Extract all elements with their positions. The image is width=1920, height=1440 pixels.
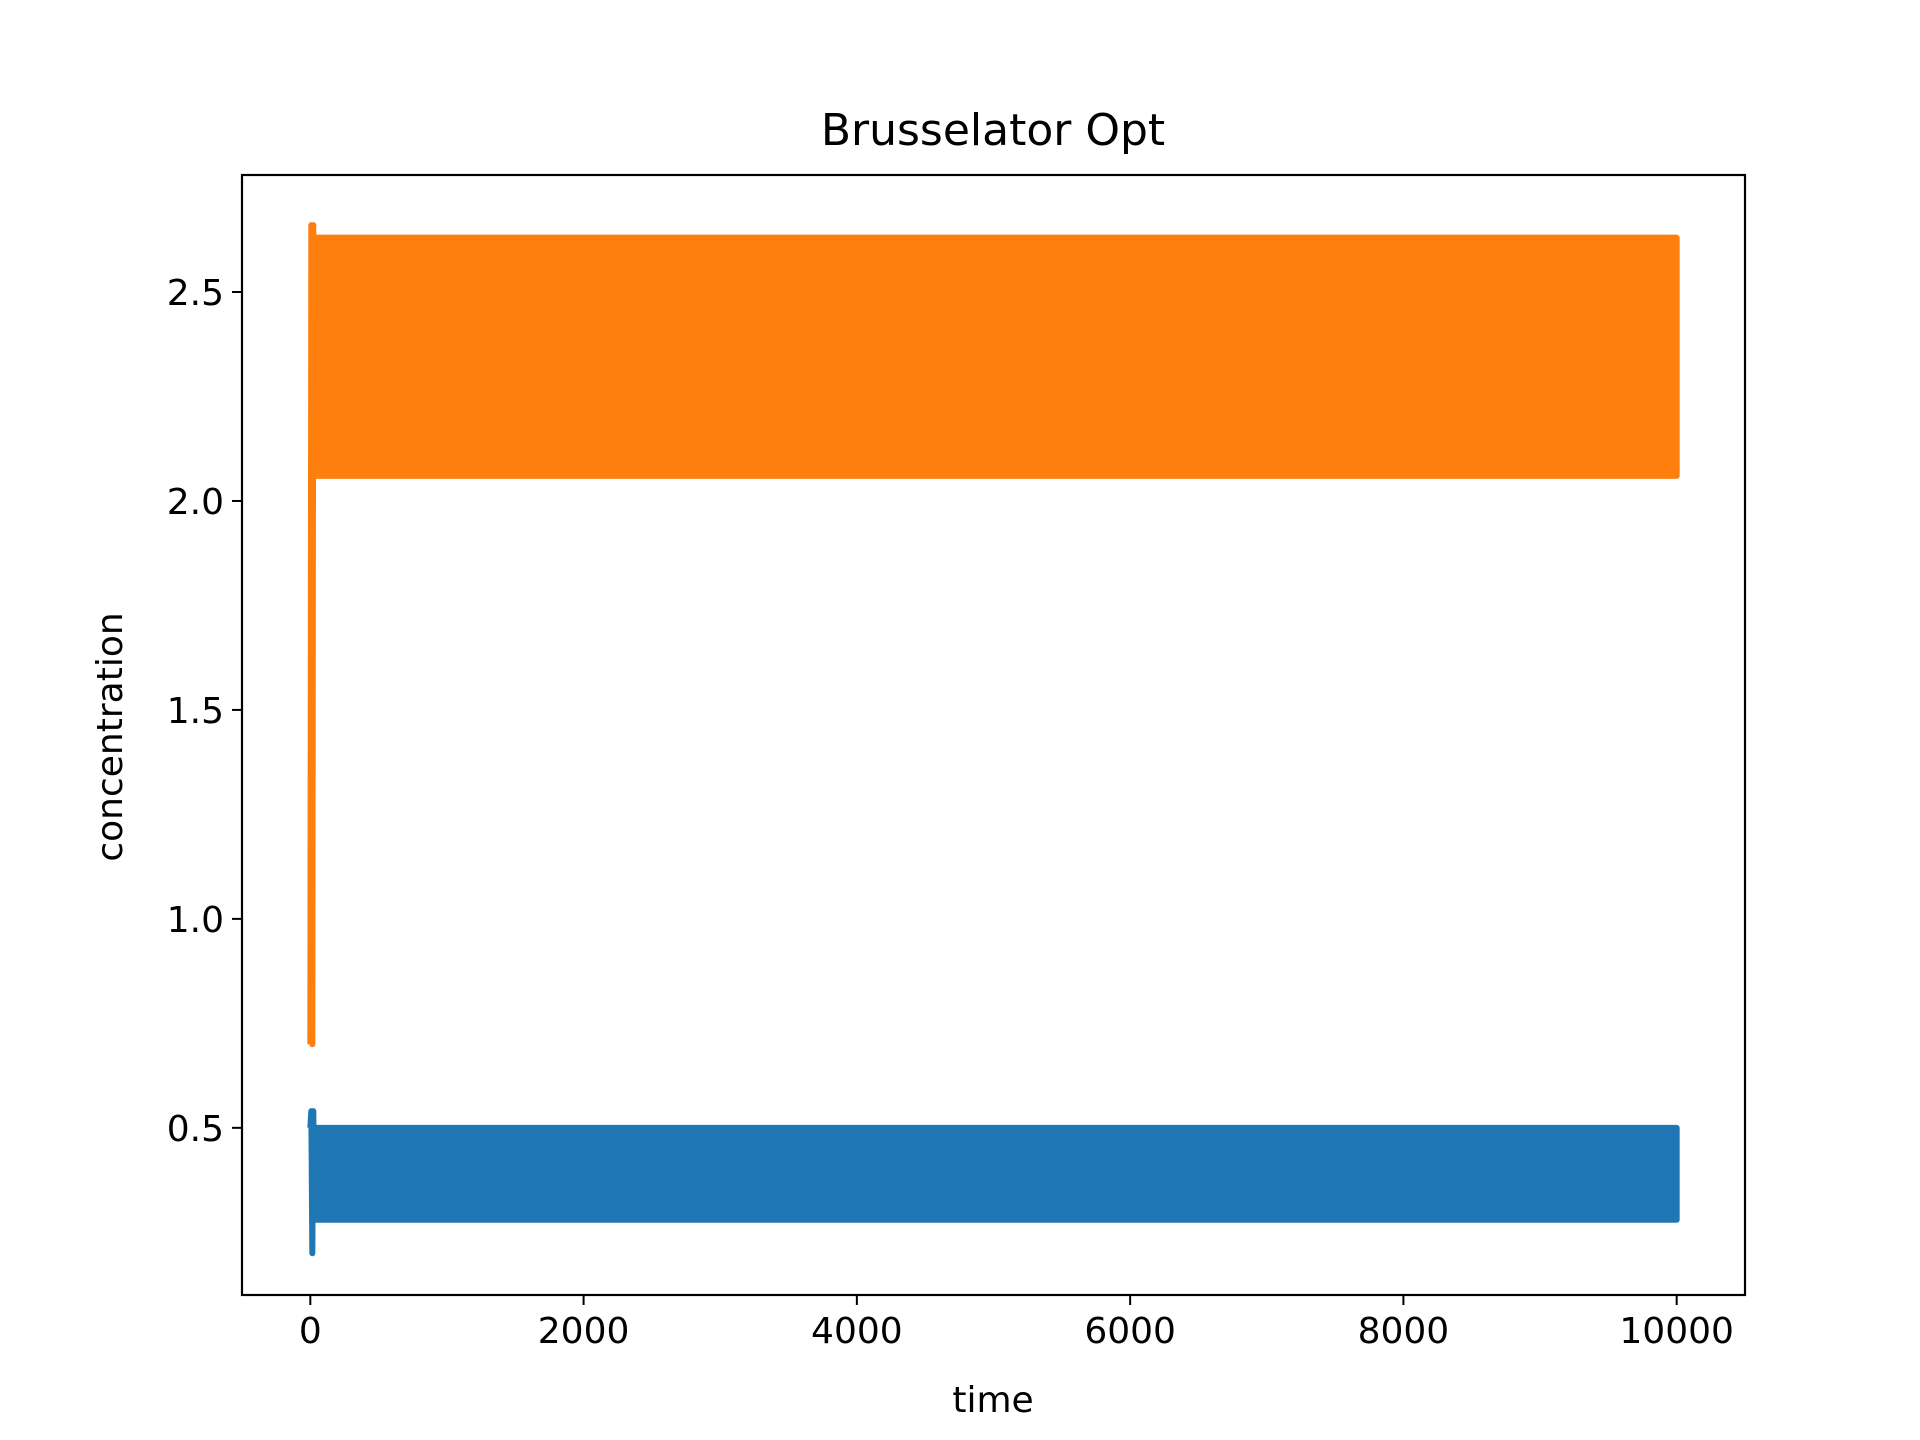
x-tick-label: 0 xyxy=(299,1311,322,1352)
series-2 xyxy=(307,222,1680,1048)
x-axis-label: time xyxy=(952,1380,1033,1421)
x-tick-label: 6000 xyxy=(1084,1311,1176,1352)
series-2-oscillation-band xyxy=(311,234,1680,479)
x-tick-label: 2000 xyxy=(538,1311,630,1352)
y-tick-label: 2.0 xyxy=(167,482,224,523)
y-tick-label: 2.5 xyxy=(167,273,224,314)
x-axis: 0 2000 4000 6000 8000 10000 xyxy=(299,1295,1734,1352)
series-1 xyxy=(307,1108,1680,1257)
y-axis: 0.5 1.0 1.5 2.0 2.5 xyxy=(167,273,242,1150)
chart-title: Brusselator Opt xyxy=(821,105,1165,156)
y-tick-label: 0.5 xyxy=(167,1109,224,1150)
y-tick-label: 1.0 xyxy=(167,900,224,941)
x-tick-label: 4000 xyxy=(811,1311,903,1352)
plot-area xyxy=(307,222,1680,1257)
y-tick-label: 1.5 xyxy=(167,691,224,732)
x-tick-label: 8000 xyxy=(1358,1311,1450,1352)
axes-frame xyxy=(240,173,1747,1297)
y-axis-label: concentration xyxy=(90,612,131,861)
x-tick-label: 10000 xyxy=(1619,1311,1734,1352)
series-1-oscillation-band xyxy=(311,1124,1680,1223)
